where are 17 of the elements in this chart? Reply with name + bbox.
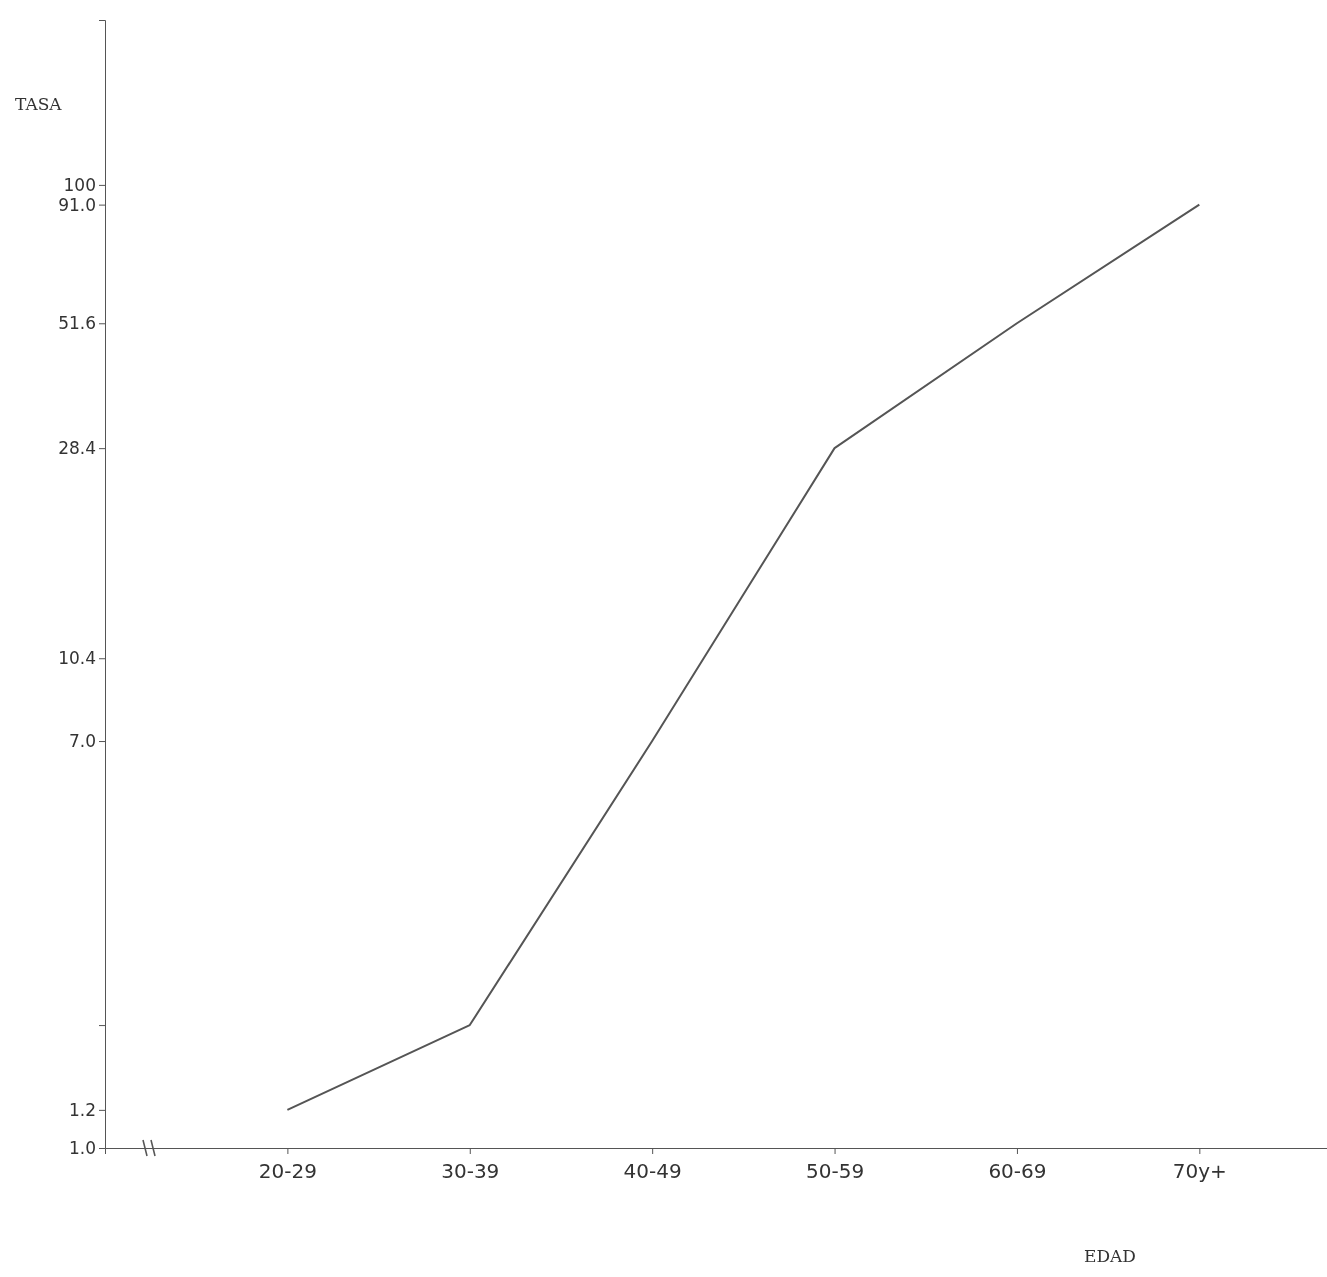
y-tick-label: 28.4 <box>58 438 96 459</box>
y-tick-label: 10.4 <box>58 648 96 669</box>
x-tick-label: 50-59 <box>805 1159 865 1184</box>
x-tick-label: 20-29 <box>258 1159 317 1184</box>
line-series <box>286 203 1201 1111</box>
y-tick-label: 7.0 <box>68 730 96 751</box>
y-tick-label: 1.0 <box>68 1137 96 1158</box>
x-tick-label: 30-39 <box>441 1159 500 1184</box>
x-axis-title: EDAD <box>1084 1246 1136 1266</box>
x-tick-label: 60-69 <box>988 1159 1047 1184</box>
x-tick-label: 40-49 <box>623 1159 682 1184</box>
y-tick-label: 51.6 <box>58 313 96 334</box>
x-tick-label: 70y+ <box>1172 1159 1227 1184</box>
y-tick-label: 91.0 <box>58 194 96 215</box>
y-axis-title: TASA <box>15 94 63 114</box>
y-tick-label: 1.2 <box>68 1099 96 1120</box>
y-tick-label: 100 <box>63 174 96 195</box>
